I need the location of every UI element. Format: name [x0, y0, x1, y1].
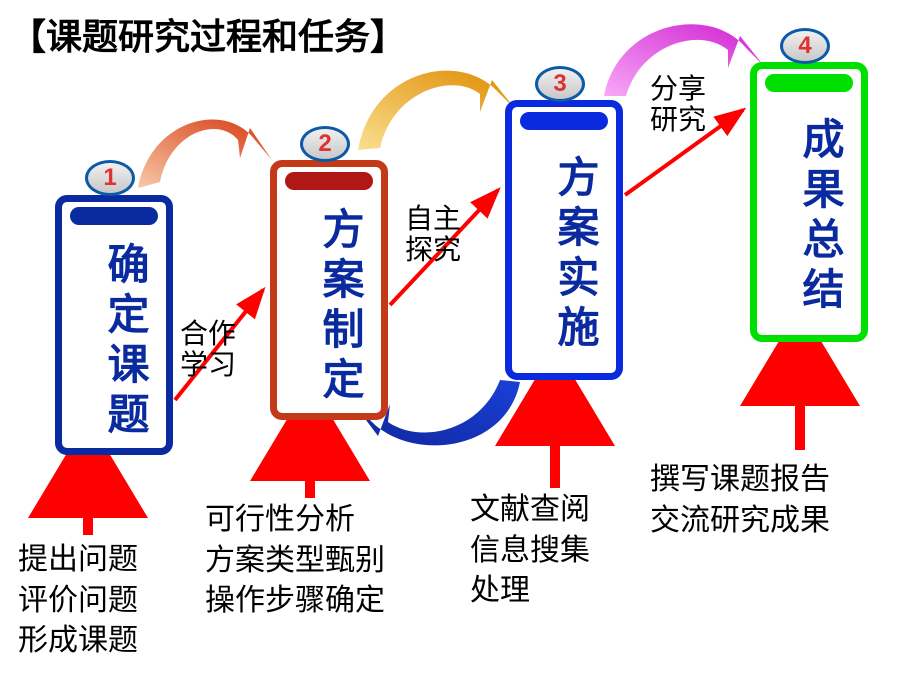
label-34: 分享 研究 — [650, 75, 706, 137]
card-4-label: 成果总结 — [789, 117, 850, 317]
label-23: 自主 探究 — [405, 205, 461, 267]
desc-4: 撰写课题报告 交流研究成果 — [650, 460, 830, 541]
card-1-tab — [70, 207, 158, 225]
badge-1-number: 1 — [103, 164, 116, 192]
desc-3: 文献查阅 信息搜集 处理 — [470, 490, 590, 612]
desc-2: 可行性分析 方案类型甄别 操作步骤确定 — [205, 500, 385, 622]
badge-2-number: 2 — [318, 130, 331, 158]
card-2: 方案制定 — [270, 160, 388, 420]
card-2-tab — [285, 172, 373, 190]
card-3-label: 方案实施 — [544, 155, 605, 355]
card-2-label: 方案制定 — [309, 207, 370, 407]
badge-4-number: 4 — [798, 32, 811, 60]
card-1-label: 确定课题 — [94, 242, 155, 442]
card-4-tab — [765, 74, 853, 92]
desc-1: 提出问题 评价问题 形成课题 — [18, 540, 138, 662]
badge-1: 1 — [85, 160, 135, 196]
card-4: 成果总结 — [750, 62, 868, 342]
slide-title: 【课题研究过程和任务】 — [10, 8, 406, 60]
card-1: 确定课题 — [55, 195, 173, 455]
badge-3-number: 3 — [553, 70, 566, 98]
badge-2: 2 — [300, 126, 350, 162]
card-3-tab — [520, 112, 608, 130]
curve-arrow-1 — [138, 120, 272, 188]
curve-arrow-2 — [358, 71, 516, 150]
label-12: 合作 学习 — [180, 320, 236, 382]
badge-4: 4 — [780, 28, 830, 64]
badge-3: 3 — [535, 66, 585, 102]
card-3: 方案实施 — [505, 100, 623, 380]
